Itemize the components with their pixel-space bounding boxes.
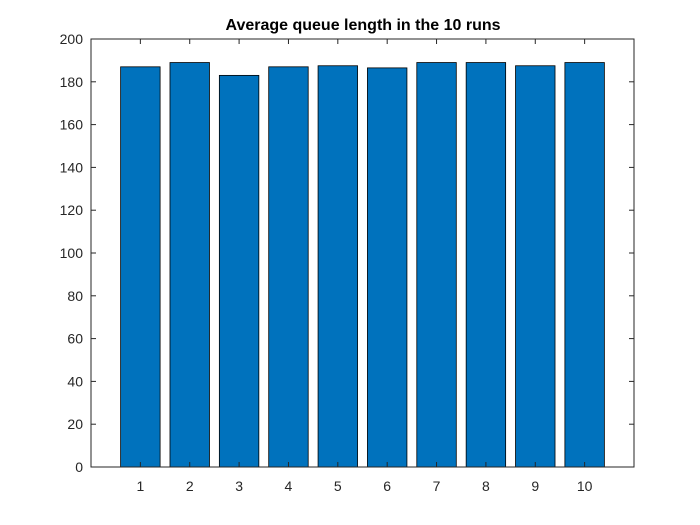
y-tick-label-180: 180 bbox=[60, 74, 84, 90]
bar-6 bbox=[367, 67, 408, 468]
bar-2 bbox=[169, 62, 210, 468]
bar-10 bbox=[564, 62, 605, 468]
y-tick-label-60: 60 bbox=[67, 331, 83, 347]
bar-1 bbox=[120, 66, 161, 468]
y-tick-label-0: 0 bbox=[75, 459, 83, 475]
x-tick-label-2: 2 bbox=[186, 478, 194, 494]
x-tick-label-5: 5 bbox=[334, 478, 342, 494]
bar-7 bbox=[416, 62, 457, 468]
x-tick-label-8: 8 bbox=[482, 478, 490, 494]
chart-title: Average queue length in the 10 runs bbox=[225, 17, 500, 34]
x-tick-label-7: 7 bbox=[433, 478, 441, 494]
y-tick-label-20: 20 bbox=[67, 416, 83, 432]
bar-8 bbox=[465, 62, 507, 468]
x-tick-label-4: 4 bbox=[285, 478, 293, 494]
y-tick-label-80: 80 bbox=[67, 288, 83, 304]
y-tick-label-160: 160 bbox=[60, 117, 84, 133]
bar-4 bbox=[268, 66, 309, 468]
bars-group bbox=[120, 62, 605, 468]
y-tick-label-140: 140 bbox=[60, 159, 84, 175]
y-tick-label-100: 100 bbox=[60, 245, 84, 261]
x-tick-label-10: 10 bbox=[577, 478, 593, 494]
x-tick-label-9: 9 bbox=[531, 478, 539, 494]
y-tick-label-120: 120 bbox=[60, 202, 84, 218]
y-tick-label-200: 200 bbox=[60, 31, 84, 47]
bar-3 bbox=[218, 74, 260, 468]
axes-group: 0 20 40 60 80 100 120 140 160 180 200 1 2 3 4 5 6 7 8 9 10 bbox=[60, 31, 635, 494]
bar-5 bbox=[317, 65, 358, 468]
y-tick-label-40: 40 bbox=[67, 373, 83, 389]
bar-9 bbox=[515, 65, 556, 468]
x-tick-label-6: 6 bbox=[383, 478, 391, 494]
x-tick-label-1: 1 bbox=[136, 478, 144, 494]
x-tick-label-3: 3 bbox=[235, 478, 243, 494]
